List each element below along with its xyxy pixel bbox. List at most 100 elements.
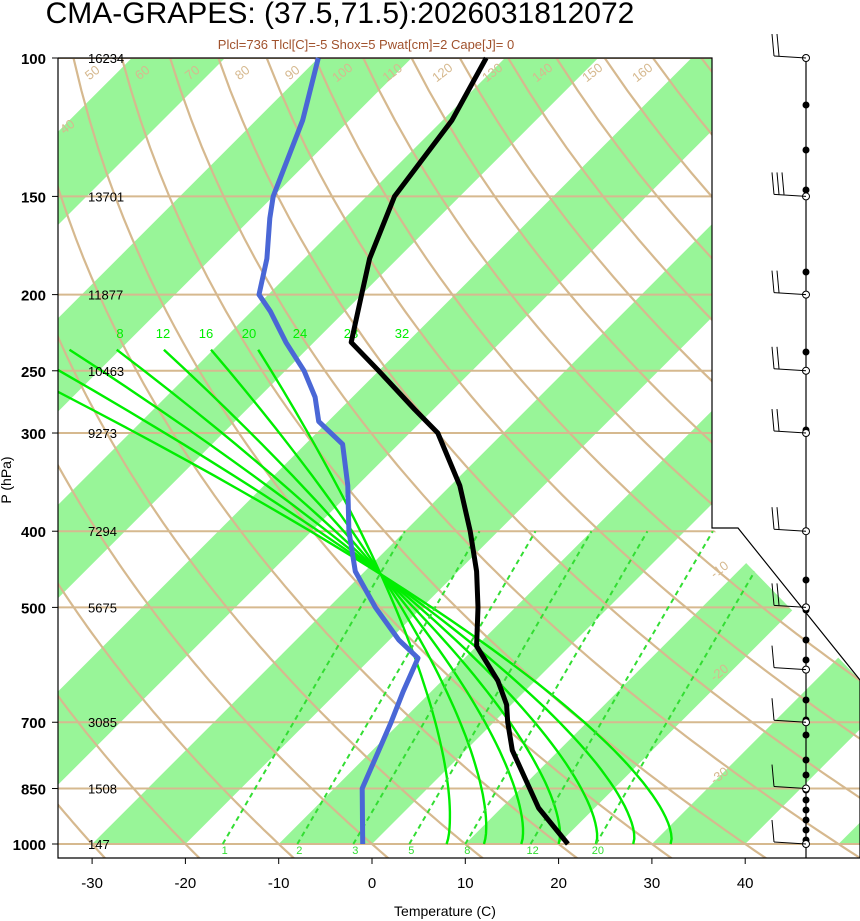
moist-adiabat-label: 12 [156, 326, 170, 341]
height-label: 10463 [88, 364, 124, 379]
wind-barb-shaft [773, 292, 807, 296]
dry-adiabat-line [0, 22, 13, 861]
wind-level-dot [802, 146, 810, 154]
dry-adiabat-label: -10 [707, 558, 731, 581]
wind-level-dot [802, 731, 810, 739]
dry-adiabat-line [58, 58, 298, 858]
wind-level-dot [802, 696, 810, 704]
wind-barb-flag [776, 270, 780, 293]
mixing-ratio-line [464, 530, 649, 845]
isotherm-band [58, 58, 400, 844]
wind-barb-shaft [773, 528, 807, 532]
wind-level-dot [802, 771, 810, 779]
wind-barb-flag [776, 33, 780, 57]
wind-level-dot [802, 756, 810, 764]
moist-adiabat-line [257, 349, 452, 845]
isotherm-band [58, 58, 586, 844]
x-axis-label: Temperature (C) [394, 903, 496, 919]
x-tick-label: -30 [81, 875, 103, 892]
wind-level-dot [802, 826, 810, 834]
x-tick-label: 20 [550, 875, 567, 892]
wind-barb-flag [776, 507, 780, 530]
moist-adiabat-label: 32 [395, 326, 409, 341]
isotherm-band [58, 58, 860, 844]
height-label: 3085 [88, 715, 117, 730]
x-tick-label: -10 [268, 875, 290, 892]
moist-adiabat-label: 16 [199, 326, 213, 341]
wind-barb-flag [771, 507, 775, 530]
y-tick-label: 400 [21, 524, 46, 541]
y-tick-label: 850 [21, 782, 46, 799]
dry-adiabat-label: 120 [429, 60, 455, 85]
isotherm-band [92, 58, 860, 844]
wind-level-dot [802, 796, 810, 804]
moist-adiabat-line [163, 348, 525, 845]
y-tick-label: 300 [21, 426, 46, 443]
mixing-ratio-line [352, 530, 537, 845]
wind-level-dot [802, 806, 810, 814]
isotherm-band [465, 58, 860, 844]
mixing-ratio-line [529, 530, 714, 845]
wind-barb-flag [771, 33, 775, 57]
x-tick-label: -20 [175, 875, 197, 892]
wind-level-dot [802, 186, 810, 194]
y-tick-label: 250 [21, 364, 46, 381]
mixing-ratio-label: 1 [222, 845, 228, 857]
dry-adiabat-label: 80 [232, 62, 253, 83]
wind-level-dot [802, 348, 810, 356]
height-label: 5675 [88, 600, 117, 615]
mixing-ratio-label: 20 [592, 845, 604, 857]
x-tick-label: 10 [457, 875, 474, 892]
x-tick-label: 0 [368, 875, 376, 892]
x-tick-label: 30 [644, 875, 661, 892]
mixing-ratio-label: 8 [464, 845, 470, 857]
dry-adiabat-line [58, 58, 392, 858]
moist-adiabat-label: 24 [293, 326, 307, 341]
mixing-ratio-label: 12 [526, 845, 538, 857]
y-tick-label: 100 [21, 51, 46, 68]
dry-adiabat-label: 160 [629, 60, 655, 85]
moist-adiabat-line [115, 348, 562, 845]
wind-barb-shaft [773, 193, 807, 197]
mixing-ratio-line [595, 530, 779, 845]
wind-barb-flag [771, 645, 775, 668]
moist-adiabat-label: 8 [116, 326, 123, 341]
height-label: 11877 [88, 288, 123, 303]
y-tick-label: 1000 [13, 837, 46, 854]
x-tick-label: 40 [737, 875, 754, 892]
wind-level-dot [802, 636, 810, 644]
wind-barb-flag [776, 408, 780, 432]
moist-adiabat-label: 20 [242, 326, 256, 341]
chart-title: CMA-GRAPES: (37.5,71.5):2026031812072 [46, 0, 635, 30]
chart-subtitle: Plcl=736 Tlcl[C]=-5 Shox=5 Pwat[cm]=2 Ca… [218, 37, 514, 52]
mixing-ratio-label: 5 [408, 845, 414, 857]
wind-level-dot [802, 656, 810, 664]
wind-barb-flag [771, 698, 775, 721]
wind-barb-shaft [773, 55, 807, 59]
wind-barb-flag [771, 172, 775, 195]
y-tick-label: 500 [21, 600, 46, 617]
wind-barb-flag [771, 583, 775, 606]
dewpoint-profile [256, 57, 421, 845]
height-label: 13701 [88, 189, 124, 204]
mixing-ratio-line [221, 530, 406, 845]
wind-barb-shaft [773, 841, 807, 845]
wind-level-dot [802, 268, 810, 276]
moist-adiabat-line [58, 348, 636, 845]
plot-frame-right [58, 57, 860, 858]
height-label: 9273 [88, 426, 117, 441]
height-label: 7294 [88, 524, 117, 539]
dry-adiabat-line [58, 58, 203, 858]
mixing-ratio-label: 2 [296, 845, 302, 857]
wind-barb-shaft [773, 786, 807, 790]
height-label: 16234 [88, 51, 124, 66]
y-tick-label: 700 [21, 715, 46, 732]
wind-barb-flag [771, 270, 775, 293]
wind-barb-shaft [773, 430, 807, 434]
mixing-ratio-label: 3 [352, 845, 358, 857]
wind-barb-flag [771, 819, 775, 843]
y-tick-label: 150 [21, 189, 46, 206]
wind-level-dot [802, 101, 810, 109]
moist-adiabat-line [210, 348, 488, 845]
y-axis-label: P (hPa) [0, 456, 14, 503]
